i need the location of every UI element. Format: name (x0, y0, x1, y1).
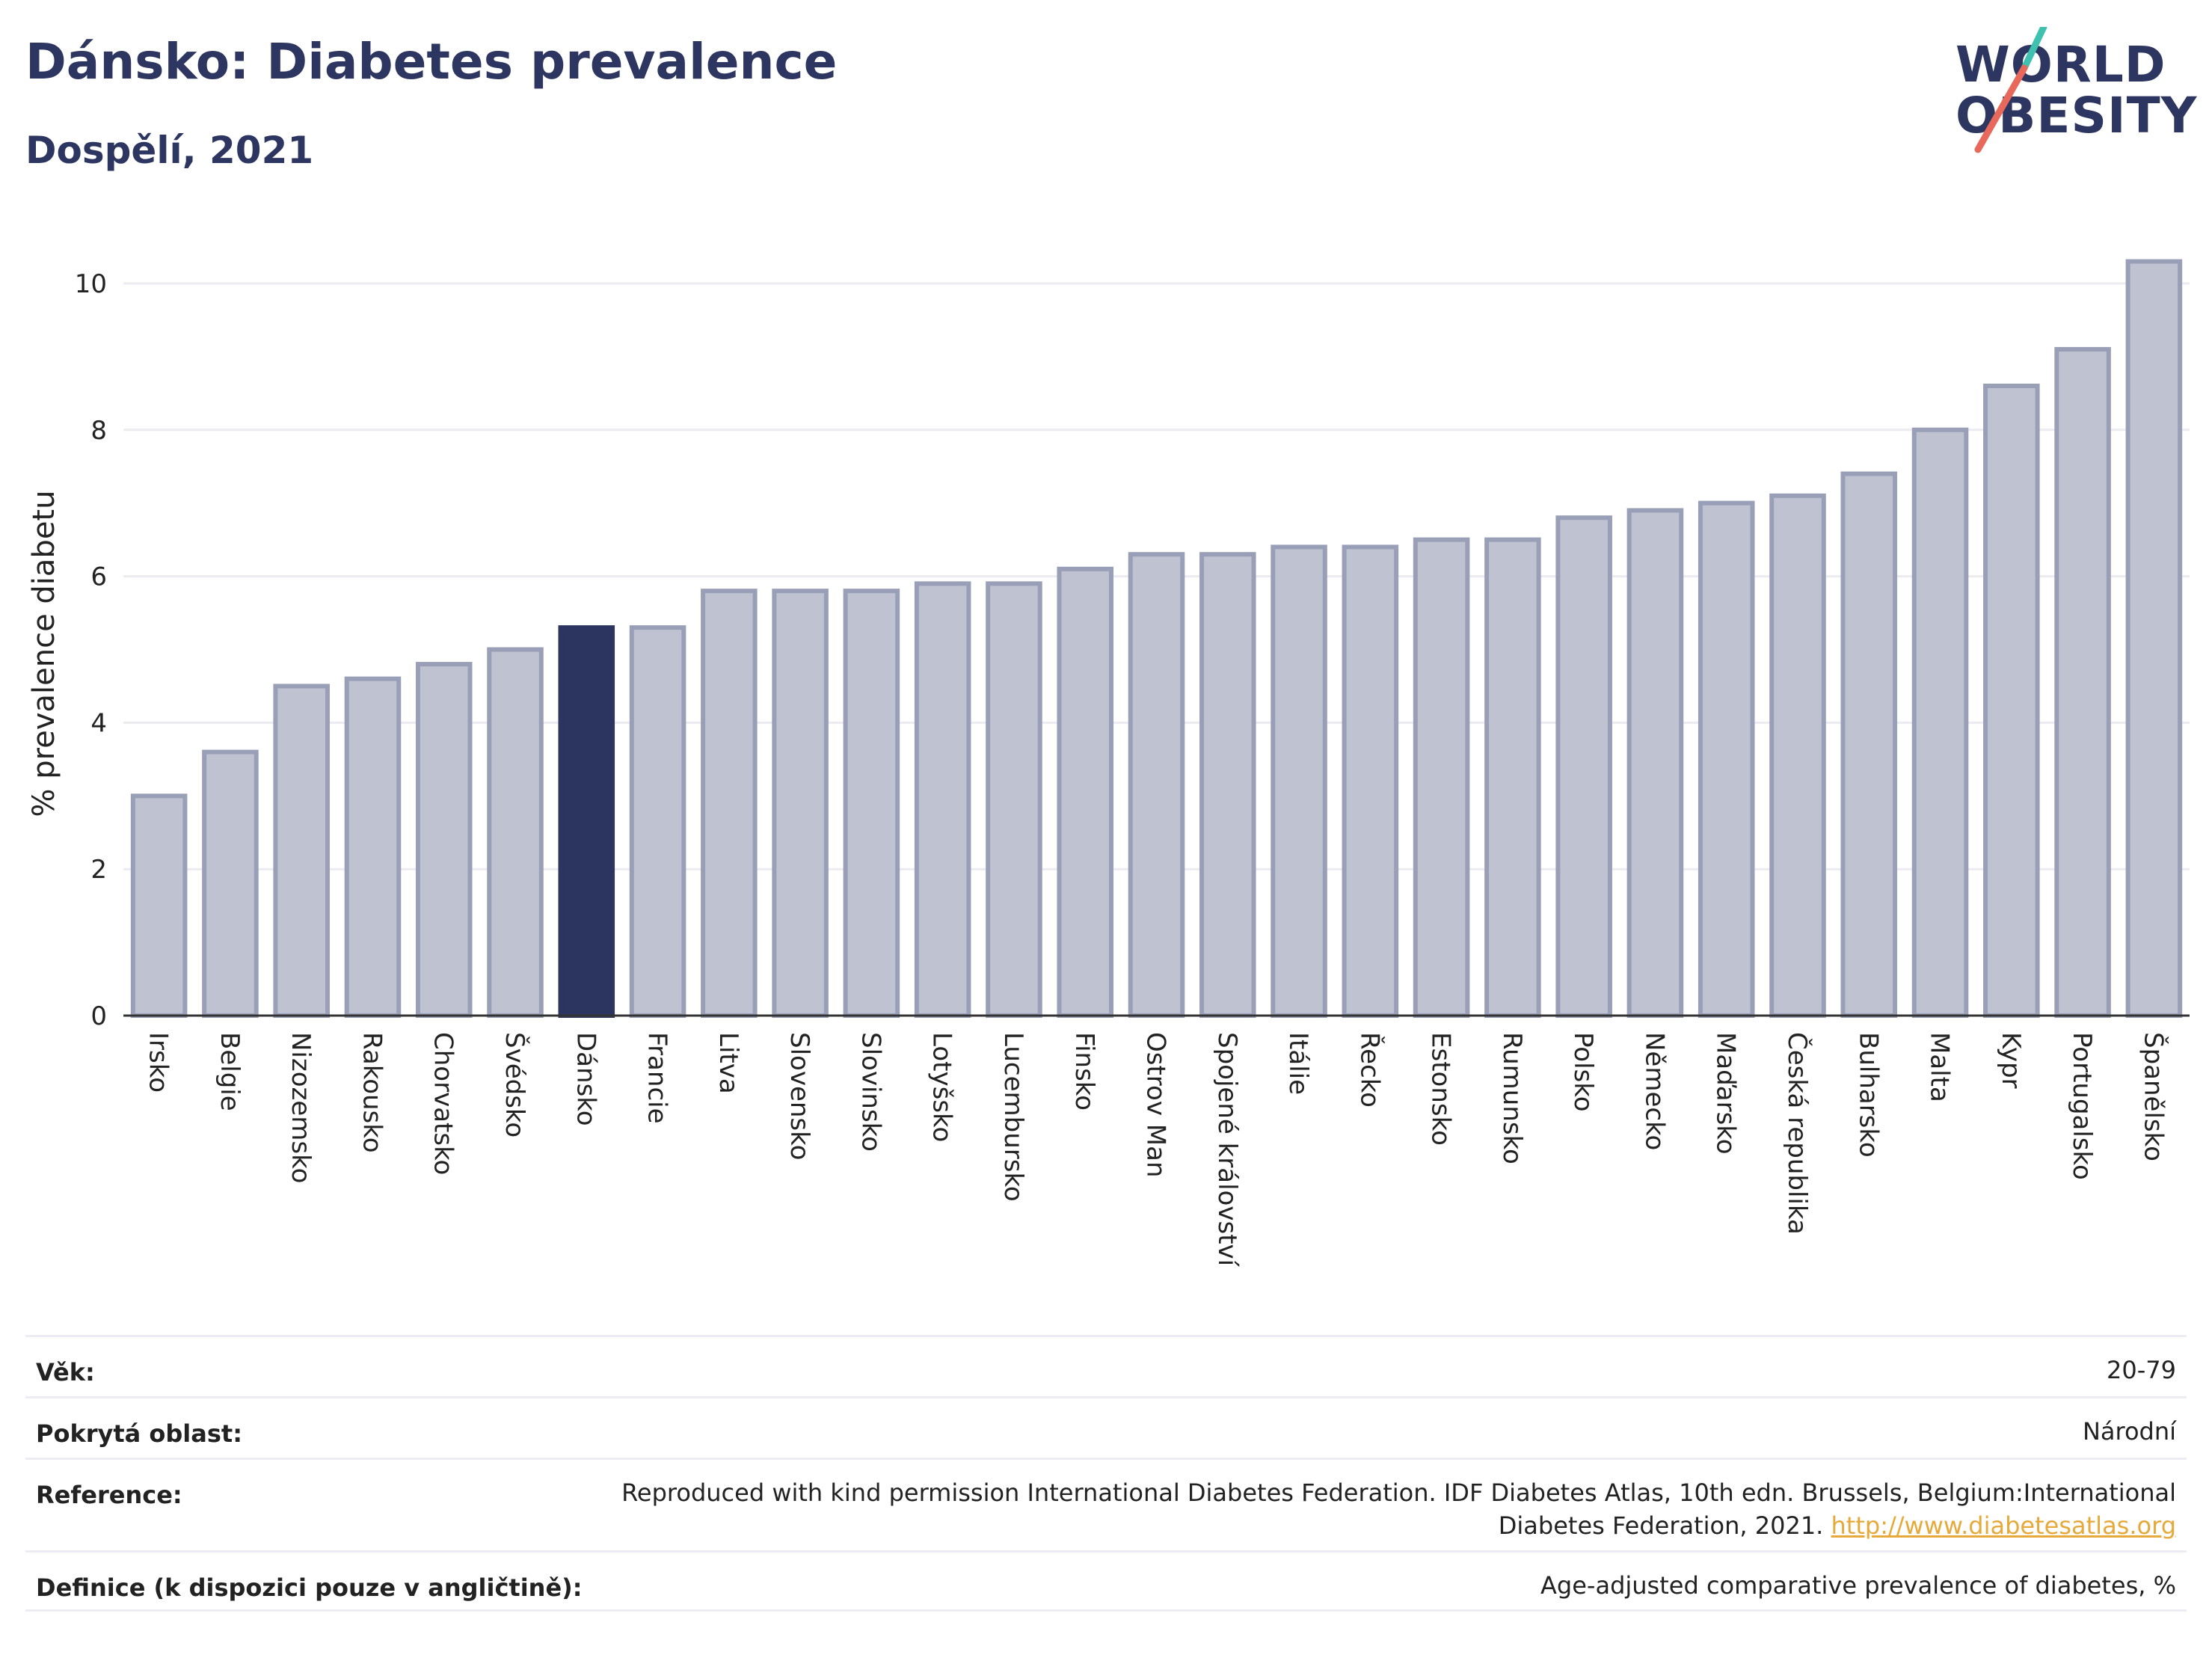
bar-finsko (1057, 566, 1113, 1018)
bar-chart: 0 2 4 6 8 10 Irsko Belgie Nizozemsko Rakousko Cho… (27, 259, 2190, 1268)
bar-portugalsko (2054, 347, 2111, 1019)
y-tick-label: 2 (90, 855, 107, 885)
page-subtitle: Dospělí, 2021 (25, 129, 314, 172)
footer-table: Věk: 20-79 Pokrytá oblast: Národní Refer… (25, 1335, 2187, 1612)
x-tick-label: Maďarsko (1711, 1032, 1741, 1155)
bar-slovensko (772, 589, 829, 1018)
bar-švédsko (487, 647, 544, 1018)
age-key: Věk: (36, 1358, 95, 1387)
bar-maďarsko (1698, 500, 1755, 1018)
bar-belgie (202, 749, 259, 1018)
definition-key: Definice (k dispozici pouze v angličtině… (36, 1573, 583, 1602)
x-tick-label: Řecko (1354, 1032, 1385, 1108)
x-tick-label: Dánsko (571, 1032, 600, 1126)
bar-česká-republika (1769, 493, 1826, 1018)
x-tick-label: Rakousko (357, 1032, 387, 1153)
bar-dánsko (558, 625, 615, 1018)
bar-bulharsko (1840, 471, 1898, 1018)
x-tick-label: Rumunsko (1497, 1032, 1527, 1164)
x-tick-label: Nizozemsko (286, 1032, 316, 1183)
x-tick-label: Lotyšsko (927, 1032, 957, 1142)
x-tick-label: Chorvatsko (428, 1032, 458, 1175)
page-title: Dánsko: Diabetes prevalence (25, 33, 838, 90)
x-tick-label: Slovensko (784, 1032, 814, 1160)
bar-španělsko (2125, 259, 2183, 1019)
x-tick-label: Lucembursko (998, 1032, 1028, 1202)
footer-row-age: Věk: 20-79 (25, 1335, 2187, 1396)
y-tick-label: 6 (90, 562, 107, 592)
x-tick-label: Belgie (215, 1032, 245, 1111)
reference-text-line1: Reproduced with kind permission Internat… (621, 1479, 2176, 1507)
diabetes-atlas-link[interactable]: http://www.diabetesatlas.org (1831, 1511, 2176, 1540)
bar-ostrov-man (1128, 552, 1185, 1018)
bar-slovinsko (843, 589, 900, 1018)
bar-rumunsko (1484, 537, 1541, 1018)
bars (130, 259, 2183, 1019)
x-tick-label: Kypr (1996, 1032, 2026, 1089)
x-tick-label: Estonsko (1426, 1032, 1456, 1146)
bar-lucembursko (986, 581, 1042, 1018)
y-tick-label: 0 (90, 1001, 107, 1031)
bar-lotyšsko (914, 581, 971, 1018)
x-tick-label: Malta (1925, 1032, 1955, 1102)
x-tick-label: Itálie (1283, 1032, 1313, 1095)
x-tick-label: Irsko (144, 1032, 173, 1093)
y-tick-label: 10 (75, 269, 107, 299)
bar-nizozemsko (273, 684, 330, 1019)
bar-německo (1626, 508, 1684, 1018)
x-tick-label: Česká republika (1782, 1032, 1813, 1235)
bar-itálie (1271, 544, 1327, 1018)
logo-slash-icon (1974, 27, 2047, 153)
x-tick-label: Finsko (1069, 1032, 1099, 1111)
x-tick-label: Portugalsko (2067, 1032, 2097, 1180)
x-tick-label: Ostrov Man (1141, 1032, 1171, 1178)
bar-litva (701, 589, 758, 1018)
logo-text-world: WORLD (1956, 36, 2166, 93)
bar-chorvatsko (415, 662, 473, 1018)
bar-řecko (1342, 544, 1399, 1018)
bar-malta (1911, 427, 1969, 1018)
x-tick-label: Německo (1639, 1032, 1669, 1150)
reference-key: Reference: (36, 1481, 182, 1509)
footer-row-definition: Definice (k dispozici pouze v angličtině… (25, 1550, 2187, 1612)
bar-spojené-království (1199, 552, 1256, 1018)
x-tick-label: Spojené království (1212, 1032, 1242, 1268)
x-tick-label: Slovinsko (855, 1032, 885, 1152)
x-axis-labels: Irsko Belgie Nizozemsko Rakousko Chorvatsko Š… (144, 1032, 2169, 1268)
definition-value: Age-adjusted comparative prevalence of d… (1540, 1571, 2176, 1600)
footer-row-coverage: Pokrytá oblast: Národní (25, 1396, 2187, 1458)
y-tick-label: 4 (90, 708, 107, 738)
footer-row-reference: Reference: Reproduced with kind permissi… (25, 1458, 2187, 1550)
bar-kypr (1983, 384, 2040, 1018)
x-tick-label: Francie (642, 1032, 672, 1124)
bar-irsko (130, 793, 188, 1019)
coverage-key: Pokrytá oblast: (36, 1419, 242, 1448)
bar-francie (629, 625, 686, 1018)
coverage-value: Národní (2082, 1417, 2176, 1446)
reference-text-line2: Diabetes Federation, 2021. (1498, 1511, 1831, 1540)
y-axis-ticks: 0 2 4 6 8 10 (75, 269, 107, 1031)
x-tick-label: Litva (713, 1032, 743, 1094)
age-value: 20-79 (2107, 1356, 2176, 1384)
bar-polsko (1555, 515, 1612, 1018)
reference-value: Reproduced with kind permission Internat… (621, 1476, 2176, 1550)
x-tick-label: Švédsko (500, 1032, 530, 1137)
y-axis-label: % prevalence diabetu (27, 491, 61, 817)
world-obesity-logo: WORLD OBESITY (1956, 27, 2196, 154)
bar-rakousko (344, 676, 402, 1019)
x-tick-label: Bulharsko (1853, 1032, 1883, 1158)
bar-estonsko (1413, 537, 1470, 1018)
x-tick-label: Španělsko (2138, 1032, 2169, 1161)
x-tick-label: Polsko (1568, 1032, 1598, 1112)
y-tick-label: 8 (90, 416, 107, 446)
